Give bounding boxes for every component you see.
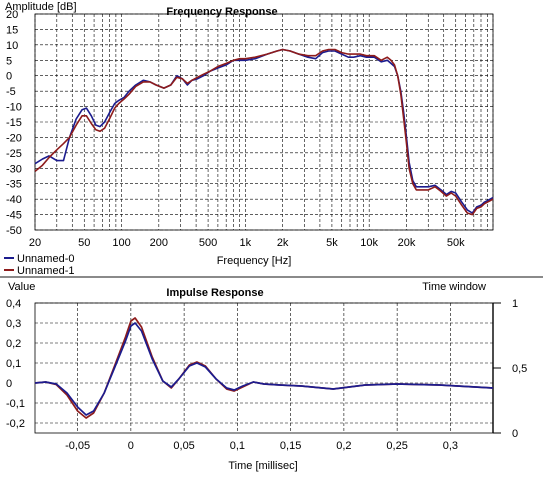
ir-y-tick-label: 0,1 <box>6 358 21 370</box>
ir-x-tick-label: 0,25 <box>386 440 407 452</box>
fr-y-tick-label: -10 <box>6 102 22 114</box>
fr-x-tick-label: 500 <box>199 237 217 249</box>
fr-y-tick-label: 0 <box>6 71 12 83</box>
fr-x-tick-label: 10k <box>360 237 378 249</box>
fr-x-tick-label: 50k <box>447 237 465 249</box>
ir-grid <box>35 302 493 433</box>
ir-x-tick-label: 0 <box>128 440 134 452</box>
ir-right-tick-label: 0,5 <box>512 363 527 375</box>
ir-chart-title: Impulse Response <box>166 287 263 299</box>
fr-x-tick-label: 2k <box>277 237 289 249</box>
fr-y-tick-label: -25 <box>6 148 22 160</box>
fr-y-tick-label: -5 <box>6 86 16 98</box>
fr-y-tick-label: 15 <box>6 24 18 36</box>
ir-y-tick-label: 0,3 <box>6 318 21 330</box>
ir-x-tick-label: 0,05 <box>173 440 194 452</box>
ir-right-axis-label: Time window <box>422 281 486 293</box>
fr-grid <box>34 13 494 231</box>
fr-y-tick-label: 5 <box>6 55 12 67</box>
fr-x-tick-label: 200 <box>150 237 168 249</box>
fr-plot-frame <box>34 13 494 231</box>
ir-y-tick-label: 0,2 <box>6 338 21 350</box>
fr-y-tick-label: 10 <box>6 40 18 52</box>
fr-x-tick-label: 20 <box>29 237 41 249</box>
ir-y-axis-label: Value <box>8 281 35 293</box>
fr-series-line-1 <box>34 48 494 214</box>
ir-x-tick-label: 0,2 <box>336 440 351 452</box>
ir-x-tick-label: 0,3 <box>443 440 458 452</box>
ir-y-tick-label: -0,1 <box>6 398 25 410</box>
ir-x-tick-label: 0,1 <box>230 440 245 452</box>
legend-entry-1: Unnamed-0 <box>17 253 74 265</box>
panel-divider <box>0 276 543 278</box>
ir-y-tick-label: 0 <box>6 378 12 390</box>
ir-y-tick-label: 0,4 <box>6 298 21 310</box>
fr-y-tick-label: -20 <box>6 132 22 144</box>
fr-y-tick-label: -35 <box>6 179 22 191</box>
fr-x-tick-label: 5k <box>326 237 338 249</box>
fr-y-tick-label: -45 <box>6 210 22 222</box>
fr-x-tick-label: 50 <box>78 237 90 249</box>
ir-right-tick-label: 0 <box>512 428 518 440</box>
ir-x-axis-label: Time [millisec] <box>228 460 297 472</box>
fr-series-line-2 <box>34 48 494 216</box>
fr-y-tick-label: -15 <box>6 117 22 129</box>
ir-series-line-1 <box>34 322 494 416</box>
impulse-response-chart: 0,4 0,3 0,2 0,1 0 -0,1 -0,2 -0,05 0 0,05 0,1 0,15 0,… <box>6 281 527 472</box>
ir-series-line-2 <box>34 317 494 419</box>
ir-y-tick-label: -0,2 <box>6 418 25 430</box>
fr-x-tick-label: 100 <box>112 237 130 249</box>
ir-x-tick-label: 0,15 <box>280 440 301 452</box>
fr-x-tick-label: 20k <box>398 237 416 249</box>
fr-x-axis-label: Frequency [Hz] <box>217 255 292 267</box>
fr-chart-title: Frequency Response <box>166 6 277 18</box>
fr-x-tick-label: 1k <box>240 237 252 249</box>
ir-x-tick-label: -0,05 <box>65 440 90 452</box>
legend-entry-2: Unnamed-1 <box>17 265 74 276</box>
fr-y-tick-label: -50 <box>6 225 22 237</box>
fr-y-tick-label: -30 <box>6 163 22 175</box>
fr-y-tick-label: -40 <box>6 194 22 206</box>
fr-y-axis-label: Amplitude [dB] <box>5 1 77 13</box>
fr-y-tick-label: 20 <box>6 9 18 21</box>
ir-plot-frame <box>34 302 494 434</box>
ir-right-tick-label: 1 <box>512 298 518 310</box>
